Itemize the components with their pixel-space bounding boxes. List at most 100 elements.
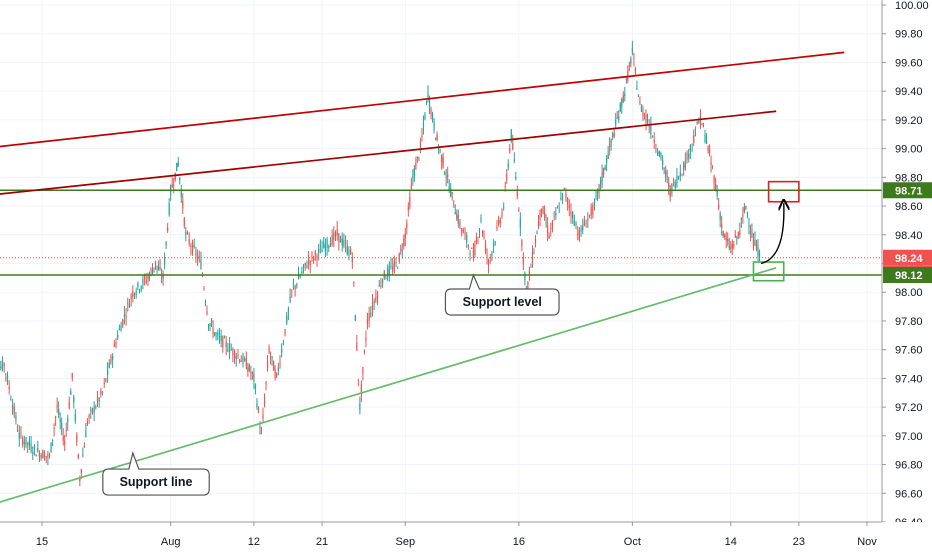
- y-tick-label: 99.00: [895, 144, 923, 156]
- candle-body: [689, 145, 691, 152]
- candle-body: [550, 227, 552, 230]
- candle-body: [590, 206, 592, 216]
- y-tick-label: 99.40: [895, 86, 923, 98]
- candle-body: [509, 148, 511, 152]
- candle-body: [279, 361, 281, 365]
- candle-body: [587, 218, 589, 221]
- candle-body: [368, 313, 370, 321]
- candle-body: [256, 403, 258, 407]
- candle-body: [637, 95, 640, 97]
- candle-body: [339, 236, 342, 243]
- candle-body: [480, 217, 482, 222]
- y-tick-label: 97.80: [895, 316, 923, 328]
- candle-body: [142, 279, 144, 285]
- candle-body: [43, 453, 46, 460]
- candle-body: [519, 218, 521, 228]
- candle-body: [91, 408, 94, 413]
- candle-body: [284, 329, 286, 335]
- candle-body: [265, 381, 267, 384]
- candle-body: [466, 235, 468, 242]
- candle-body: [501, 211, 503, 217]
- candle-body: [162, 273, 164, 279]
- candle-body: [451, 192, 453, 194]
- candle-body: [160, 276, 163, 278]
- candle-body: [356, 343, 358, 350]
- candle-body: [447, 174, 449, 178]
- candle-body: [179, 177, 181, 181]
- trend-line[interactable]: [0, 266, 777, 508]
- candle-body: [469, 253, 471, 255]
- y-tick-label: 99.80: [895, 29, 923, 41]
- candle-body: [621, 99, 623, 107]
- candle-body: [515, 176, 517, 179]
- candle-body: [55, 416, 57, 419]
- candle-body: [737, 232, 739, 237]
- candle-body: [195, 251, 197, 256]
- x-tick-label: Sep: [396, 536, 416, 548]
- candle-body: [233, 350, 236, 359]
- candle-body: [73, 396, 75, 403]
- candle-body: [254, 384, 257, 388]
- candle-body: [6, 375, 9, 383]
- candle-body: [48, 454, 51, 456]
- candle-body: [577, 233, 579, 235]
- candle-body: [366, 319, 369, 324]
- candle-body: [404, 233, 406, 239]
- zone-rectangle[interactable]: [752, 261, 785, 282]
- candle-body: [348, 250, 350, 256]
- candle-body: [177, 162, 179, 167]
- y-tick-label: 98.00: [895, 287, 923, 299]
- candle-body: [10, 399, 12, 401]
- candle-body: [749, 231, 752, 234]
- candle-body: [640, 106, 643, 112]
- candle-body: [50, 442, 52, 453]
- x-axis[interactable]: 15 Aug 12 21 Sep 16 Oct 14 23 Nov: [0, 521, 932, 550]
- projection-arrow[interactable]: [760, 203, 784, 265]
- trend-line[interactable]: [0, 51, 845, 148]
- candle-body: [430, 109, 432, 115]
- candle-body: [112, 356, 114, 360]
- candle-body: [648, 125, 650, 128]
- candle-body: [180, 190, 182, 198]
- candle-body: [613, 133, 615, 137]
- candle-body: [173, 184, 175, 186]
- candle-body: [156, 265, 158, 268]
- candle-body: [260, 432, 263, 434]
- candle-body: [387, 268, 389, 277]
- candle-body: [350, 249, 352, 255]
- candle-body: [585, 226, 587, 228]
- candle-body: [567, 198, 569, 205]
- candle-body: [168, 203, 170, 215]
- candle-body: [291, 289, 293, 291]
- candle-body: [733, 244, 735, 247]
- candle-body: [598, 184, 600, 192]
- candle-body: [266, 362, 269, 369]
- candle-body: [428, 98, 431, 108]
- candle-body: [165, 241, 167, 246]
- candle-body: [575, 223, 577, 226]
- candle-body: [739, 230, 741, 235]
- candle-body: [397, 267, 399, 269]
- candle-body: [734, 235, 736, 238]
- candle-body: [545, 222, 547, 224]
- candle-body: [556, 207, 559, 209]
- candle-body: [289, 296, 291, 303]
- candle-body: [400, 248, 402, 251]
- annotation-callout[interactable]: Support level: [444, 273, 560, 316]
- candle-body: [754, 239, 756, 246]
- candle-body: [20, 432, 22, 434]
- candle-body: [193, 245, 195, 247]
- candle-body: [507, 163, 509, 168]
- trend-line[interactable]: [0, 110, 777, 196]
- candle-body: [618, 116, 620, 120]
- candle-body: [513, 159, 515, 161]
- annotation-callout[interactable]: Support line: [102, 451, 210, 496]
- candle-body: [425, 101, 428, 103]
- candle-body: [477, 239, 479, 241]
- candle-body: [51, 439, 54, 441]
- candle-body: [262, 414, 264, 419]
- candle-body: [643, 115, 646, 117]
- x-tick-label: 14: [725, 536, 737, 548]
